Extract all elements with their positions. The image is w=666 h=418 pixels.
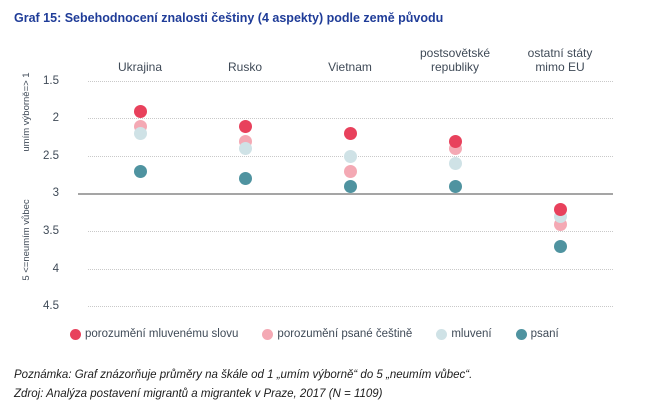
data-point <box>448 157 462 171</box>
chart-title: Graf 15: Sebehodnocení znalosti češtiny … <box>14 11 444 25</box>
gridline <box>88 306 613 308</box>
y-tick-label: 2 <box>52 112 59 125</box>
gridline <box>88 268 613 270</box>
data-point <box>448 134 462 148</box>
y-tick-label: 4.5 <box>43 300 59 313</box>
axis-line <box>78 192 613 195</box>
y-tick-label: 3 <box>52 187 59 200</box>
data-point <box>238 119 252 133</box>
data-point <box>238 172 252 186</box>
source-line: Zdroj: Analýza postavení migrantů a migr… <box>14 387 383 400</box>
data-point <box>133 164 147 178</box>
data-point <box>553 240 567 254</box>
data-point <box>553 202 567 216</box>
y-tick-label: 1.5 <box>43 74 59 87</box>
gridline <box>88 231 613 233</box>
legend-item: porozumění mluvenému slovu <box>70 328 238 340</box>
data-point <box>133 104 147 118</box>
legend-dot-icon <box>515 328 527 340</box>
legend-item: porozumění psané češtině <box>262 328 412 340</box>
legend-label: psaní <box>530 328 559 340</box>
data-point <box>343 149 357 163</box>
note-line: Poznámka: Graf znázorňuje průměry na šká… <box>14 369 473 381</box>
data-point <box>343 179 357 193</box>
data-point <box>343 164 357 178</box>
y-axis-label-bottom: 5 <=neumím vůbec <box>21 199 32 281</box>
data-point <box>448 179 462 193</box>
category-label: Ukrajina <box>117 60 162 75</box>
footnotes: Poznámka: Graf znázorňuje průměry na šká… <box>14 366 654 403</box>
legend-dot-icon <box>70 328 81 340</box>
y-tick-label: 3.5 <box>43 225 59 238</box>
legend-item: psaní <box>515 328 559 340</box>
category-label: postsovětské republiky <box>419 45 491 75</box>
gridline <box>88 80 613 82</box>
category-label: ostatní státy mimo EU <box>527 45 593 75</box>
y-tick-label: 2.5 <box>43 149 59 162</box>
category-label: Rusko <box>227 60 262 75</box>
category-label: Vietnam <box>328 60 372 75</box>
legend: porozumění mluvenému slovu porozumění psa… <box>70 328 559 340</box>
legend-label: porozumění mluvenému slovu <box>85 328 239 340</box>
data-point <box>238 142 252 156</box>
legend-dot-icon <box>436 328 448 340</box>
legend-label: mluvení <box>451 328 492 340</box>
gridline <box>88 118 613 120</box>
data-point <box>343 127 357 141</box>
legend-dot-icon <box>262 328 274 340</box>
data-point <box>133 127 147 141</box>
legend-item: mluvení <box>436 328 492 340</box>
y-tick-label: 4 <box>52 262 59 275</box>
legend-label: porozumění psané češtině <box>277 328 413 340</box>
